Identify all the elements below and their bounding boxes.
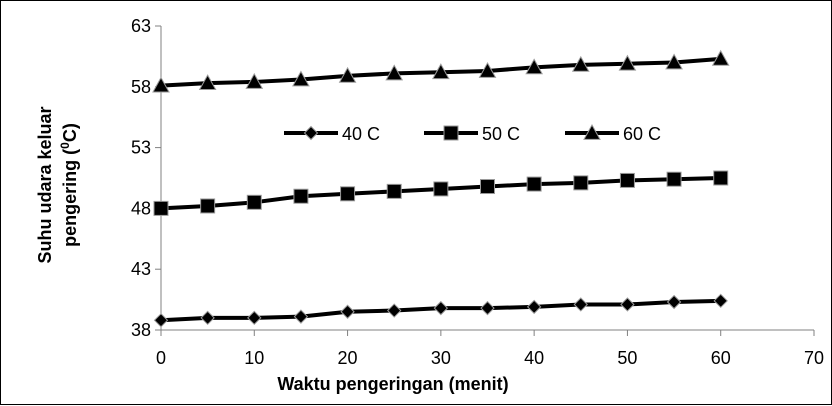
y-axis-title-line1: Suhu udara keluar	[35, 106, 55, 263]
y-axis-title-text: pengering (	[60, 149, 80, 247]
data-point	[340, 304, 355, 319]
data-point	[200, 310, 215, 326]
data-point	[480, 179, 495, 195]
data-point	[247, 310, 262, 326]
legend-marker	[303, 125, 319, 141]
data-point	[338, 66, 357, 83]
data-point	[665, 53, 683, 70]
legend-marker	[443, 125, 459, 141]
series-2	[153, 170, 729, 216]
y-tick-label: 38	[131, 320, 151, 340]
legend-label: 50 C	[482, 124, 520, 144]
series-layer	[152, 49, 730, 328]
x-tick-label: 50	[617, 348, 637, 368]
data-point	[386, 183, 402, 199]
data-point	[480, 300, 495, 316]
y-tick-label: 63	[131, 16, 151, 36]
data-point	[385, 64, 404, 81]
data-point	[340, 186, 356, 202]
data-point	[153, 313, 169, 328]
x-tick-label: 60	[711, 348, 731, 368]
y-tick-label: 58	[131, 77, 151, 97]
legend-label: 60 C	[623, 124, 661, 144]
axes: 38 43 48 53 58 63 0 10 20 30 40 50 60 70	[131, 16, 824, 368]
data-point	[618, 54, 637, 71]
data-point	[433, 300, 449, 316]
data-point	[292, 70, 310, 87]
series-3	[152, 49, 730, 93]
x-tick-label: 20	[338, 348, 358, 368]
data-point	[573, 175, 589, 191]
y-axis-title-superscript: 0	[58, 142, 72, 149]
x-tick-label: 0	[156, 348, 166, 368]
data-point	[526, 299, 542, 315]
data-point	[525, 58, 543, 75]
data-point	[571, 55, 590, 72]
y-axis-title-line2: pengering (0C)	[58, 123, 80, 247]
series-1	[153, 293, 728, 328]
data-point	[666, 171, 682, 187]
x-tick-label: 10	[244, 348, 264, 368]
y-axis-title-unit: C)	[60, 123, 80, 142]
x-tick-label: 30	[431, 348, 451, 368]
legend-marker	[583, 123, 601, 140]
data-point	[526, 176, 542, 192]
data-point	[246, 194, 262, 210]
data-point	[200, 198, 216, 214]
data-point	[620, 297, 635, 312]
data-point	[152, 76, 170, 93]
data-point	[713, 170, 729, 186]
y-tick-label: 53	[131, 138, 151, 158]
data-point	[666, 294, 682, 310]
y-tick-label: 43	[131, 259, 151, 279]
data-point	[293, 188, 309, 204]
legend: 40 C 50 C 60 C	[284, 123, 661, 144]
data-point	[432, 63, 450, 80]
data-point	[387, 303, 402, 318]
x-axis-title: Waktu pengeringan (menit)	[277, 374, 508, 394]
data-point	[153, 200, 169, 216]
data-point	[713, 293, 728, 309]
data-point	[433, 181, 449, 197]
data-point	[198, 74, 217, 91]
legend-item: 60 C	[565, 123, 661, 144]
legend-item: 50 C	[424, 124, 520, 144]
data-point	[245, 72, 264, 89]
data-point	[711, 49, 730, 66]
x-tick-label: 40	[524, 348, 544, 368]
data-point	[619, 172, 635, 188]
data-point	[293, 309, 309, 324]
y-tick-label: 48	[131, 198, 151, 218]
data-point	[478, 61, 497, 78]
x-tick-label: 70	[804, 348, 824, 368]
legend-label: 40 C	[342, 124, 380, 144]
data-point	[573, 297, 588, 312]
legend-item: 40 C	[284, 124, 380, 144]
